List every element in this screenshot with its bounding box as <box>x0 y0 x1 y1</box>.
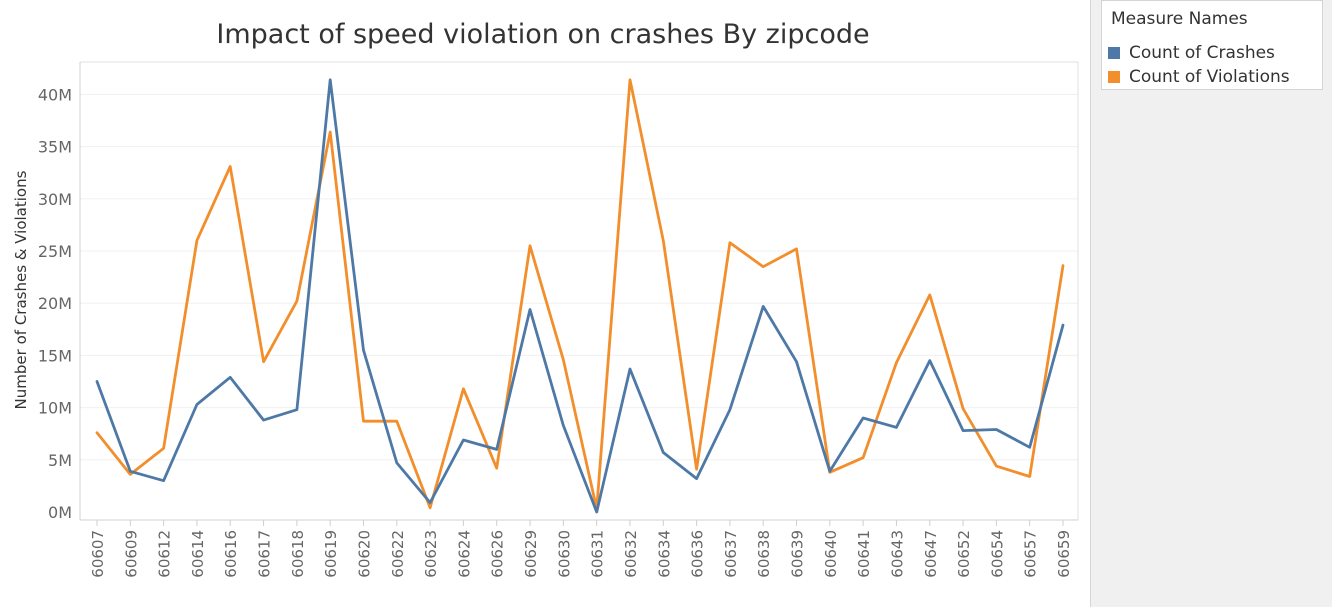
series-lines <box>95 78 1065 514</box>
legend-swatch-crashes <box>1108 47 1120 59</box>
legend-label-violations: Count of Violations <box>1129 67 1290 87</box>
x-tick-label: 60636 <box>689 530 707 578</box>
legend-label-crashes: Count of Crashes <box>1129 43 1275 63</box>
x-tick-label: 60626 <box>489 530 507 578</box>
x-tick-label: 60624 <box>455 530 473 578</box>
x-tick-label: 60609 <box>122 530 140 578</box>
x-tick-label: 60637 <box>722 530 740 578</box>
x-axis-ticks: 60607 60609 60612 60614 60616 60617 60618 60619… <box>89 520 1073 578</box>
x-tick-label: 60631 <box>589 530 607 578</box>
legend-item-violations[interactable]: Count of Violations <box>1108 66 1318 88</box>
x-tick-label: 60639 <box>789 530 807 578</box>
legend-title: Measure Names <box>1111 9 1248 29</box>
x-tick-label: 60614 <box>189 530 207 578</box>
y-axis-ticks: 0M 5M 10M 15M 20M 25M 30M 35M 40M <box>38 85 72 522</box>
x-tick-label: 60640 <box>822 530 840 578</box>
y-tick-label: 5M <box>48 451 72 470</box>
x-tick-label: 60647 <box>922 530 940 578</box>
x-tick-label: 60623 <box>422 530 440 578</box>
x-tick-label: 60652 <box>955 530 973 578</box>
chart-area: Impact of speed violation on crashes By … <box>12 19 1079 578</box>
y-axis-title: Number of Crashes & Violations <box>12 170 30 409</box>
x-tick-label: 60654 <box>988 530 1006 578</box>
y-tick-label: 30M <box>38 190 72 209</box>
legend-item-crashes[interactable]: Count of Crashes <box>1108 42 1318 64</box>
x-tick-label: 60657 <box>1022 530 1040 578</box>
side-panel: Measure Names Count of Crashes Count of … <box>1090 0 1332 607</box>
series-line-count-of-crashes[interactable] <box>95 78 1065 514</box>
x-tick-label: 60629 <box>522 530 540 578</box>
x-tick-label: 60616 <box>222 530 240 578</box>
x-tick-label: 60638 <box>755 530 773 578</box>
x-tick-label: 60612 <box>156 530 174 578</box>
x-tick-label: 60618 <box>289 530 307 578</box>
x-tick-label: 60641 <box>855 530 873 578</box>
y-tick-label: 10M <box>38 399 72 418</box>
y-tick-label: 0M <box>48 503 72 522</box>
x-tick-label: 60632 <box>622 530 640 578</box>
x-tick-label: 60617 <box>256 530 274 578</box>
y-tick-label: 20M <box>38 294 72 313</box>
x-tick-label: 60634 <box>655 530 673 578</box>
series-line-count-of-violations[interactable] <box>95 78 1065 511</box>
legend-swatch-violations <box>1108 71 1120 83</box>
x-tick-label: 60619 <box>322 530 340 578</box>
y-tick-label: 35M <box>38 138 72 157</box>
grid <box>80 93 1078 461</box>
legend[interactable]: Measure Names Count of Crashes Count of … <box>1101 0 1323 90</box>
x-tick-label: 60607 <box>89 530 107 578</box>
y-tick-label: 25M <box>38 242 72 261</box>
y-tick-label: 15M <box>38 346 72 365</box>
x-tick-label: 60620 <box>355 530 373 578</box>
x-tick-label: 60630 <box>555 530 573 578</box>
x-tick-label: 60659 <box>1055 530 1073 578</box>
line-chart: Impact of speed violation on crashes By … <box>12 19 1079 578</box>
chart-title: Impact of speed violation on crashes By … <box>216 19 869 50</box>
plot-frame <box>79 61 1079 521</box>
y-tick-label: 40M <box>38 85 72 104</box>
x-tick-label: 60643 <box>888 530 906 578</box>
x-tick-label: 60622 <box>389 530 407 578</box>
